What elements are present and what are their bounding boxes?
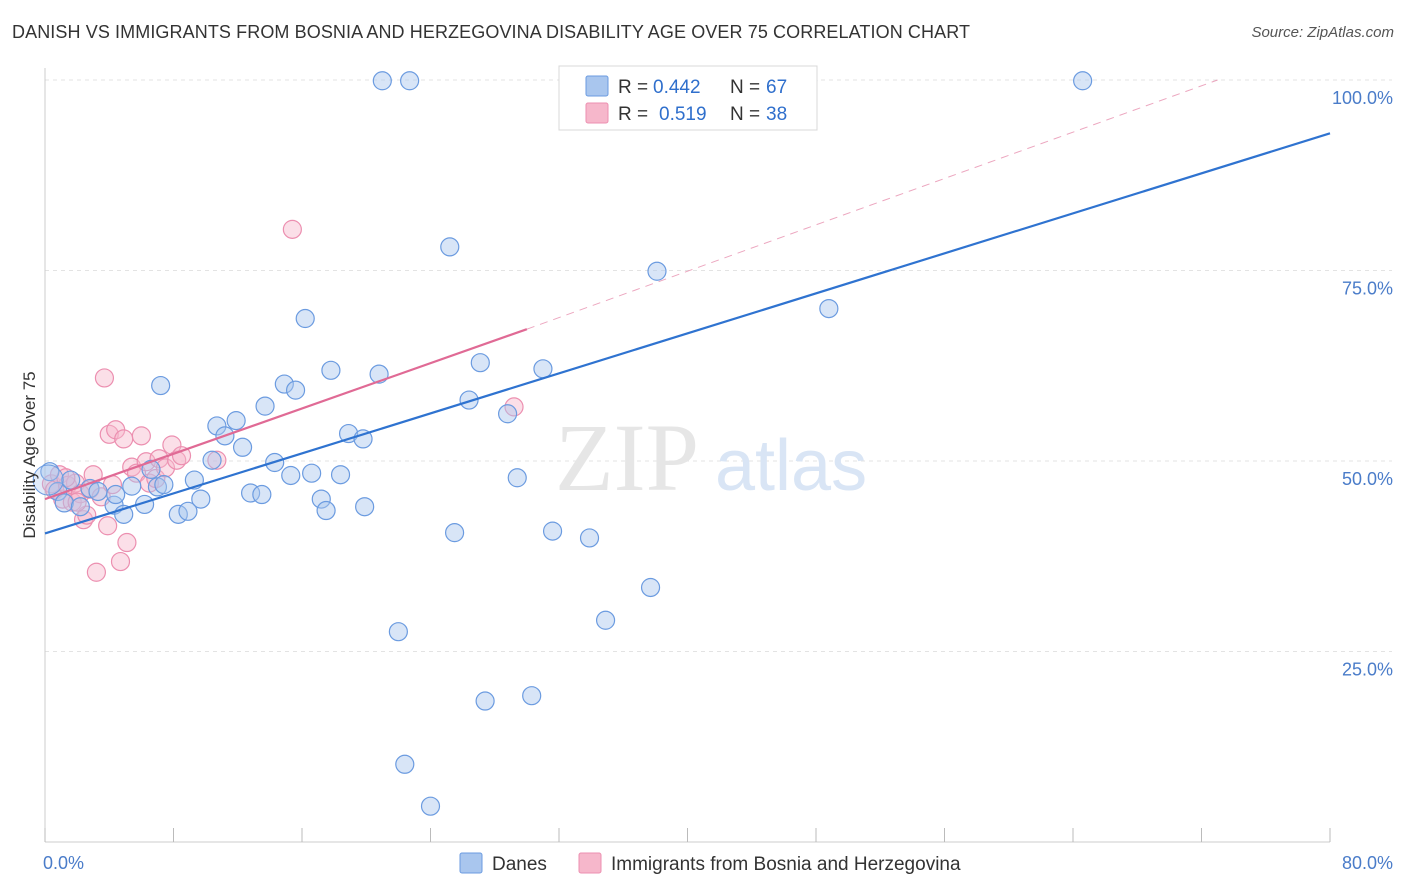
series-legend-swatch-danes — [459, 852, 483, 874]
blue-points — [32, 71, 1093, 816]
axes-layer — [44, 68, 1331, 843]
point-blue — [207, 416, 227, 436]
series-legend-label-bosnia: Immigrants from Bosnia and Herzegovina — [611, 854, 961, 875]
y-tick-label: 100.0% — [1332, 88, 1393, 108]
point-blue — [141, 459, 161, 479]
point-blue — [353, 429, 373, 449]
point-blue — [395, 754, 415, 774]
point-blue — [542, 521, 563, 541]
point-blue — [321, 360, 341, 380]
point-blue — [191, 489, 211, 509]
point-blue — [285, 380, 306, 400]
watermark-zip: ZIP — [555, 404, 699, 511]
point-pink — [131, 426, 151, 446]
point-blue — [252, 484, 272, 505]
legend-n-value-pink: 38 — [766, 104, 787, 125]
series-legend: Danes Immigrants from Bosnia and Herzego… — [459, 852, 961, 875]
legend-swatch-pink — [585, 102, 609, 124]
legend-r-label-blue: R = — [618, 77, 648, 98]
point-blue — [70, 497, 90, 517]
point-blue — [54, 493, 74, 513]
point-blue-large — [32, 464, 64, 496]
point-blue — [388, 622, 408, 642]
point-blue — [400, 71, 420, 91]
point-blue — [88, 481, 108, 502]
point-blue — [444, 523, 465, 543]
point-blue — [106, 484, 126, 505]
point-blue — [647, 261, 667, 281]
point-blue — [316, 500, 336, 521]
tick-labels: 25.0% 50.0% 75.0% 100.0% 0.0% 80.0% — [43, 88, 1393, 873]
point-blue — [61, 470, 81, 490]
point-blue — [302, 463, 322, 483]
point-pink — [114, 429, 134, 449]
trend-lines — [44, 79, 1331, 535]
point-blue — [274, 374, 294, 394]
point-pink — [117, 532, 137, 553]
point-blue — [330, 465, 351, 485]
point-pink — [98, 516, 118, 536]
point-blue — [819, 299, 839, 319]
series-legend-swatch-bosnia — [578, 852, 602, 874]
point-pink — [155, 458, 176, 478]
point-pink — [171, 446, 192, 466]
y-tick-label: 25.0% — [1342, 660, 1393, 680]
trend-line-bosnia-extension — [526, 79, 1218, 330]
correlation-legend: R = 0.442 N = 67 R = 0.519 N = 38 — [558, 65, 818, 131]
chart-title: DANISH VS IMMIGRANTS FROM BOSNIA AND HER… — [12, 22, 971, 42]
point-blue — [1073, 71, 1093, 91]
point-blue — [533, 359, 553, 379]
legend-swatch-blue — [585, 75, 609, 97]
point-blue — [498, 404, 518, 424]
point-pink — [94, 368, 115, 388]
point-blue — [40, 462, 60, 482]
point-pink — [282, 219, 302, 239]
y-tick-label: 75.0% — [1342, 279, 1393, 299]
point-blue — [522, 686, 542, 706]
point-pink — [110, 551, 131, 572]
point-blue — [475, 691, 495, 711]
point-blue — [420, 796, 441, 816]
point-blue — [459, 390, 479, 410]
series-legend-label-danes: Danes — [492, 854, 547, 875]
y-axis-label: Disability Age Over 75 — [20, 371, 39, 538]
point-blue — [122, 476, 142, 496]
legend-r-value-blue: 0.442 — [653, 77, 701, 98]
point-blue — [595, 610, 616, 630]
point-blue — [372, 71, 392, 91]
point-blue — [151, 375, 171, 396]
trend-line-danes — [44, 132, 1331, 535]
y-tick-label: 50.0% — [1342, 469, 1393, 489]
legend-n-label-blue: N = — [730, 77, 760, 98]
legend-r-value-pink: 0.519 — [659, 104, 707, 125]
legend-n-value-blue: 67 — [766, 77, 787, 98]
watermark-atlas: atlas — [715, 426, 867, 506]
source-label: Source: ZipAtlas.com — [1251, 24, 1394, 41]
trend-line-bosnia — [44, 328, 528, 501]
point-blue — [281, 465, 301, 486]
point-pink — [207, 450, 227, 470]
legend-n-label-pink: N = — [730, 104, 760, 125]
point-blue — [470, 353, 490, 373]
point-blue — [178, 501, 198, 521]
legend-r-label-pink: R = — [618, 104, 648, 125]
point-blue — [255, 396, 275, 416]
grid-layer — [45, 79, 1392, 652]
watermark: ZIP atlas — [555, 404, 867, 511]
point-pink — [86, 562, 107, 582]
point-blue — [202, 450, 222, 470]
x-tick-label-max: 80.0% — [1342, 853, 1393, 873]
point-blue — [579, 528, 600, 548]
point-blue — [440, 237, 460, 257]
point-blue — [232, 437, 253, 457]
point-blue — [154, 475, 174, 495]
point-blue — [355, 497, 375, 517]
point-blue — [507, 468, 527, 488]
point-blue — [295, 308, 315, 329]
x-tick-label-min: 0.0% — [43, 853, 84, 873]
point-blue — [226, 411, 246, 431]
point-blue — [311, 489, 331, 509]
point-blue — [640, 577, 661, 598]
